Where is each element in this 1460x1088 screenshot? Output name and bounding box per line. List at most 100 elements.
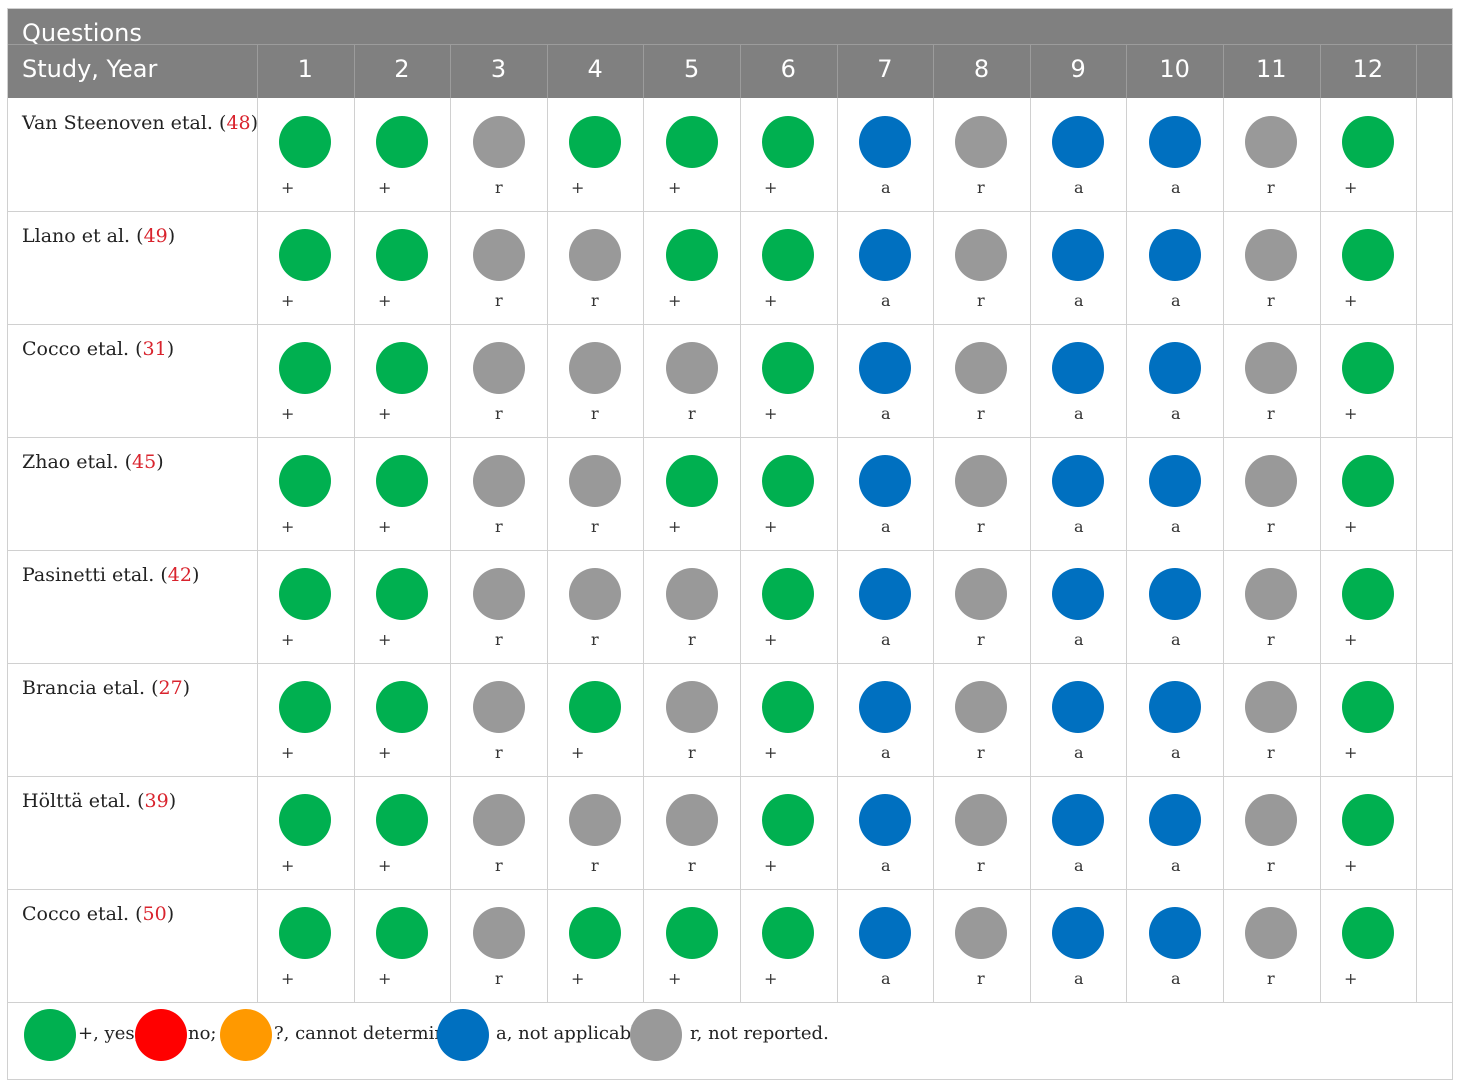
rating-code: r xyxy=(495,856,503,875)
study-name: Cocco etal. (50) xyxy=(22,903,175,925)
rating-circle xyxy=(1052,342,1104,394)
rating-code: a xyxy=(881,630,891,649)
rating-code: a xyxy=(1074,969,1084,988)
rating-circle xyxy=(1052,568,1104,620)
rating-circle xyxy=(473,681,525,733)
header-column-divider xyxy=(450,44,451,98)
rating-circle xyxy=(666,342,718,394)
rating-circle xyxy=(955,229,1007,281)
header-column-divider xyxy=(837,44,838,98)
rating-code: r xyxy=(495,630,503,649)
rating-code: a xyxy=(881,517,891,536)
rating-code: a xyxy=(881,178,891,197)
reference-link[interactable]: 50 xyxy=(142,903,167,925)
header-column-divider xyxy=(933,44,934,98)
question-number-header: 7 xyxy=(877,55,893,83)
legend-cannot-determine-circle xyxy=(220,1009,272,1061)
rating-code: + xyxy=(281,743,295,762)
rating-circle xyxy=(1245,907,1297,959)
rating-circle xyxy=(762,455,814,507)
rating-circle xyxy=(859,568,911,620)
header-column-divider xyxy=(1320,44,1321,98)
rating-code: r xyxy=(591,404,599,423)
rating-circle xyxy=(1245,568,1297,620)
rating-circle xyxy=(762,681,814,733)
header-column-divider xyxy=(1416,44,1417,98)
rating-code: r xyxy=(495,178,503,197)
row-divider xyxy=(8,550,1452,551)
rating-code: a xyxy=(1171,517,1181,536)
reference-link[interactable]: 45 xyxy=(132,451,157,473)
reference-link[interactable]: 42 xyxy=(167,564,192,586)
study-label: Hölttä etal. xyxy=(22,790,138,812)
rating-code: a xyxy=(881,856,891,875)
rating-circle xyxy=(569,907,621,959)
rating-circle xyxy=(473,455,525,507)
reference-link[interactable]: 39 xyxy=(144,790,169,812)
reference-link[interactable]: 27 xyxy=(158,677,183,699)
rating-code: r xyxy=(495,969,503,988)
rating-circle xyxy=(1342,455,1394,507)
rating-code: + xyxy=(764,404,778,423)
study-name: Cocco etal. (31) xyxy=(22,338,175,360)
rating-circle xyxy=(762,342,814,394)
reference-link[interactable]: 31 xyxy=(142,338,167,360)
rating-code: + xyxy=(668,517,682,536)
rating-code: r xyxy=(977,969,985,988)
rating-code: a xyxy=(881,743,891,762)
reference-link[interactable]: 49 xyxy=(143,225,168,247)
rating-code: + xyxy=(764,630,778,649)
rating-code: a xyxy=(1074,856,1084,875)
study-label: Cocco etal. xyxy=(22,903,136,925)
rating-circle xyxy=(955,794,1007,846)
reference-link[interactable]: 48 xyxy=(226,112,251,134)
rating-circle xyxy=(1245,455,1297,507)
rating-code: + xyxy=(378,291,392,310)
study-label: Pasinetti etal. xyxy=(22,564,161,586)
rating-circle xyxy=(859,229,911,281)
row-divider xyxy=(8,663,1452,664)
rating-code: + xyxy=(764,178,778,197)
rating-circle xyxy=(955,681,1007,733)
rating-circle xyxy=(859,455,911,507)
rating-circle xyxy=(1149,794,1201,846)
study-name: Pasinetti etal. (42) xyxy=(22,564,200,586)
rating-circle xyxy=(376,342,428,394)
rating-code: + xyxy=(764,856,778,875)
rating-circle xyxy=(666,568,718,620)
rating-circle xyxy=(376,568,428,620)
rating-circle xyxy=(473,342,525,394)
rating-circle xyxy=(279,568,331,620)
rating-circle xyxy=(666,455,718,507)
rating-circle xyxy=(1149,681,1201,733)
rating-code: r xyxy=(1267,178,1275,197)
rating-code: r xyxy=(1267,856,1275,875)
rating-code: + xyxy=(281,517,295,536)
header-column-divider xyxy=(1030,44,1031,98)
rating-code: r xyxy=(591,856,599,875)
rating-code: + xyxy=(1344,291,1358,310)
rating-circle xyxy=(1149,229,1201,281)
rating-circle xyxy=(1245,116,1297,168)
rating-code: a xyxy=(1171,969,1181,988)
question-number-header: 6 xyxy=(780,55,796,83)
header-column-divider xyxy=(257,44,258,98)
rating-circle xyxy=(1342,568,1394,620)
legend-not-applicable-label: a, not applicable; xyxy=(496,1023,654,1044)
rating-circle xyxy=(1149,116,1201,168)
rating-code: + xyxy=(281,856,295,875)
rating-code: r xyxy=(688,404,696,423)
rating-circle xyxy=(473,907,525,959)
rating-circle xyxy=(376,794,428,846)
rating-code: + xyxy=(378,743,392,762)
rating-circle xyxy=(279,455,331,507)
rating-code: + xyxy=(378,404,392,423)
legend-not-reported-label: r, not reported. xyxy=(690,1023,829,1044)
rating-code: + xyxy=(281,969,295,988)
study-name: Brancia etal. (27) xyxy=(22,677,191,699)
rating-circle xyxy=(1149,568,1201,620)
study-label: Brancia etal. xyxy=(22,677,152,699)
rating-code: r xyxy=(1267,404,1275,423)
rating-code: + xyxy=(571,743,585,762)
rating-code: + xyxy=(378,630,392,649)
